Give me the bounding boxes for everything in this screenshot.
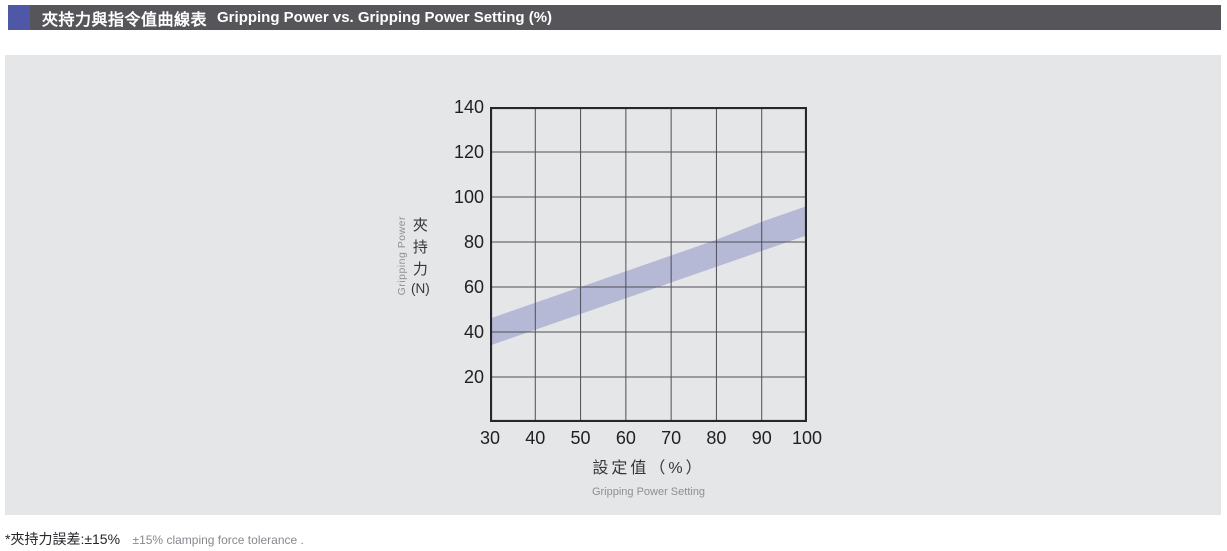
chart-svg <box>490 107 807 422</box>
plot-area <box>490 107 807 422</box>
x-axis-title-en: Gripping Power Setting <box>591 486 706 498</box>
x-axis-ticks: 30 40 50 60 70 80 90 100 <box>480 428 822 448</box>
plot-border <box>490 107 807 422</box>
y-tick-label: 20 <box>463 367 484 387</box>
x-tick-label: 80 <box>706 428 727 448</box>
x-tick-label: 50 <box>570 428 591 448</box>
x-tick-label: 70 <box>661 428 682 448</box>
section-title-en: Gripping Power vs. Gripping Power Settin… <box>217 9 553 26</box>
y-axis-title-zh-block: 夾持力 (N) <box>411 215 430 296</box>
y-axis-unit: (N) <box>411 281 430 297</box>
footnote-en: ±15% clamping force tolerance . <box>132 533 304 547</box>
chart-panel: Gripping Power 夾持力 (N) 20 40 60 80 100 120 140… <box>5 55 1221 515</box>
x-tick-label: 30 <box>479 428 501 448</box>
x-axis-title-zh: 設定值（%） <box>592 460 705 477</box>
footnote-zh: *夾持力誤差:±15% <box>5 531 121 547</box>
y-axis-ticks: 20 40 60 80 100 120 140 <box>418 97 484 422</box>
x-tick-label: 100 <box>791 428 823 448</box>
footnote: *夾持力誤差:±15% ±15% clamping force toleranc… <box>5 529 304 549</box>
section-title-zh: 夾持力與指令值曲線表 <box>42 11 208 29</box>
x-tick-label: 90 <box>751 428 772 448</box>
section-title-bar: 夾持力與指令值曲線表 Gripping Power vs. Gripping P… <box>30 5 1221 30</box>
x-tick-label: 40 <box>525 428 546 448</box>
y-tick-label: 140 <box>453 97 484 117</box>
x-tick-label: 60 <box>615 428 636 448</box>
y-tick-label: 120 <box>453 142 484 162</box>
x-axis-title: 設定值（%） Gripping Power Setting <box>490 454 807 498</box>
y-tick-label: 100 <box>453 187 484 207</box>
y-tick-label: 40 <box>463 322 484 342</box>
y-axis-title: Gripping Power 夾持力 (N) <box>396 215 430 296</box>
y-tick-label: 60 <box>463 277 484 297</box>
section-marker <box>8 5 30 30</box>
y-axis-title-en: Gripping Power <box>396 215 408 296</box>
tolerance-band <box>490 206 807 346</box>
y-axis-title-zh: 夾持力 <box>412 217 428 278</box>
y-tick-label: 80 <box>463 232 484 252</box>
